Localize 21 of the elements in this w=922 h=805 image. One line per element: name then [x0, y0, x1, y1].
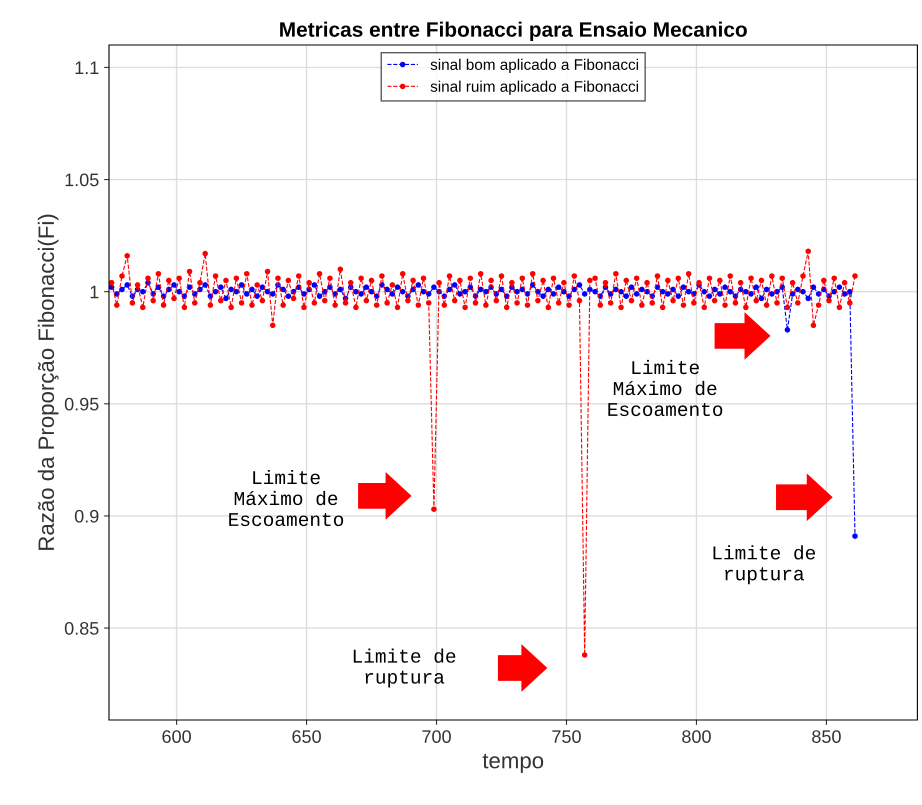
x-tick-label: 600 — [162, 730, 191, 743]
x-tick-label: 750 — [552, 730, 581, 743]
x-tick-label: 700 — [422, 730, 451, 743]
annotation: Limite de ruptura — [354, 648, 456, 688]
x-axis-title: tempo — [482, 754, 544, 773]
x-tick-label: 650 — [292, 730, 321, 743]
y-tick-label: 0.9 — [74, 510, 98, 523]
x-tick-label: 800 — [682, 730, 711, 743]
x-tick-label: 850 — [812, 730, 841, 743]
y-tick-label: 1.05 — [66, 173, 99, 186]
y-tick-label: 1.1 — [76, 62, 98, 74]
y-axis-title: Razão da Proporção Fibonacci(Fi) — [38, 214, 59, 550]
legend-label: sinal ruim aplicado a Fibonacci — [430, 80, 638, 95]
annotation: Limite Máximo de Escoamento — [229, 470, 344, 526]
legend-label: sinal bom aplicado a Fibonacci — [430, 58, 638, 73]
y-tick-label: 0.95 — [64, 398, 99, 411]
annotation: Limite de ruptura — [714, 545, 816, 584]
y-tick-label: 1 — [90, 286, 98, 298]
annotation: Limite Máximo de Escoamento — [608, 360, 722, 416]
y-tick-label: 0.85 — [64, 622, 99, 635]
chart-title: Metricas entre Fibonacci para Ensaio Mecanico — [280, 22, 747, 41]
